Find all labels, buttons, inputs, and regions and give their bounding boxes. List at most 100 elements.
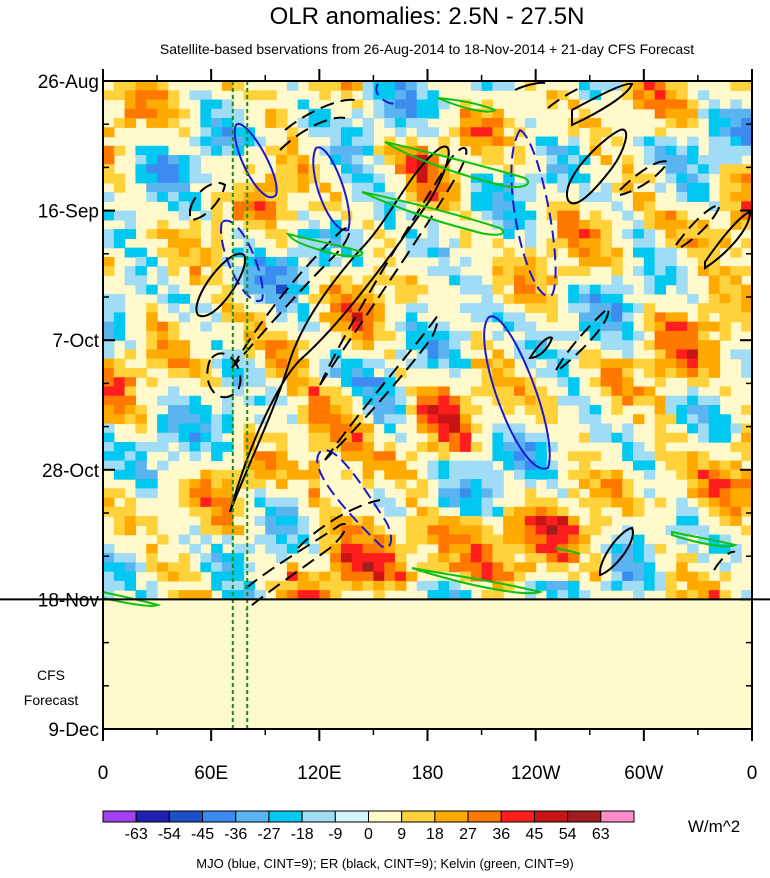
anomaly-cell <box>232 266 245 276</box>
anomaly-cell <box>697 377 710 388</box>
anomaly-cell <box>589 284 602 295</box>
anomaly-cell <box>622 451 634 462</box>
anomaly-cell <box>524 118 537 128</box>
anomaly-cell <box>330 423 342 434</box>
anomaly-cell <box>286 155 299 165</box>
anomaly-cell <box>611 81 623 91</box>
mjo-contour <box>483 315 551 470</box>
anomaly-cell <box>308 247 320 258</box>
anomaly-cell <box>676 469 688 480</box>
anomaly-cell <box>167 571 180 582</box>
anomaly-cell <box>438 201 450 212</box>
anomaly-cell <box>373 580 385 591</box>
anomaly-cell <box>481 182 493 193</box>
er-contour <box>675 203 722 251</box>
anomaly-cell <box>254 469 266 480</box>
anomaly-cell <box>719 136 731 147</box>
anomaly-cell <box>708 275 721 286</box>
anomaly-cell <box>416 238 429 249</box>
anomaly-cell <box>470 469 483 480</box>
anomaly-cell <box>719 543 731 554</box>
anomaly-cell <box>200 534 212 545</box>
anomaly-cell <box>578 534 591 545</box>
anomaly-cell <box>438 442 450 452</box>
anomaly-cell <box>438 534 450 545</box>
anomaly-cell <box>503 321 515 332</box>
anomaly-cell <box>340 423 353 434</box>
anomaly-cell <box>211 497 223 508</box>
anomaly-cell <box>232 590 245 600</box>
anomaly-cell <box>103 145 115 156</box>
anomaly-cell <box>330 571 342 582</box>
anomaly-cell <box>211 312 223 323</box>
anomaly-cell <box>113 293 126 304</box>
anomaly-cell <box>178 210 191 221</box>
anomaly-cell <box>697 405 710 415</box>
anomaly-cell <box>481 590 493 600</box>
anomaly-cell <box>546 562 558 573</box>
anomaly-cell <box>362 516 375 526</box>
anomaly-cell <box>654 414 667 425</box>
anomaly-cell <box>232 580 245 591</box>
forecast-region <box>103 599 752 729</box>
anomaly-cell <box>308 460 320 471</box>
anomaly-cell <box>178 201 191 212</box>
anomaly-cell <box>373 460 385 471</box>
anomaly-cell <box>167 247 180 258</box>
anomaly-cell <box>189 571 201 582</box>
anomaly-cell <box>340 275 353 286</box>
anomaly-cell <box>578 321 591 332</box>
anomaly-cell <box>103 164 115 175</box>
anomaly-cell <box>633 173 645 184</box>
anomaly-cell <box>384 414 396 425</box>
anomaly-cell <box>676 525 688 536</box>
anomaly-cell <box>578 182 591 193</box>
anomaly-cell <box>362 377 375 388</box>
anomaly-cell <box>330 145 342 156</box>
anomaly-cell <box>189 479 201 489</box>
anomaly-cell <box>146 81 158 91</box>
anomaly-cell <box>492 506 504 517</box>
anomaly-cell <box>741 118 752 128</box>
anomaly-cell <box>384 469 396 480</box>
anomaly-cell <box>135 256 147 267</box>
anomaly-cell <box>276 238 288 249</box>
anomaly-cell <box>103 395 115 406</box>
anomaly-cell <box>643 553 656 563</box>
anomaly-cell <box>103 330 115 341</box>
anomaly-cell <box>124 571 137 582</box>
anomaly-cell <box>459 229 472 239</box>
anomaly-cell <box>384 580 396 591</box>
chart-subtitle: Satellite-based bservations from 26-Aug-… <box>160 41 694 57</box>
anomaly-cell <box>395 201 407 212</box>
anomaly-cell <box>719 506 731 517</box>
anomaly-cell <box>135 488 147 499</box>
anomaly-cell <box>427 386 439 397</box>
anomaly-cell <box>243 432 256 443</box>
anomaly-cell <box>676 229 688 239</box>
anomaly-cell <box>524 284 537 295</box>
anomaly-cell <box>384 192 396 202</box>
anomaly-cell <box>405 247 418 258</box>
anomaly-cell <box>362 275 375 286</box>
anomaly-cell <box>546 367 558 378</box>
kelvin-contour <box>671 530 738 548</box>
anomaly-cell <box>124 442 137 452</box>
anomaly-cell <box>470 284 483 295</box>
anomaly-cell <box>319 284 331 295</box>
anomaly-cell <box>503 229 515 239</box>
anomaly-cell <box>297 571 310 582</box>
anomaly-cell <box>395 108 407 119</box>
anomaly-cell <box>481 340 493 351</box>
anomaly-cell <box>622 303 634 314</box>
anomaly-cell <box>276 108 288 119</box>
anomaly-cell <box>351 358 364 369</box>
anomaly-cell <box>654 377 667 388</box>
anomaly-cell <box>340 358 353 369</box>
anomaly-cell <box>200 506 212 517</box>
anomaly-cell <box>568 516 580 526</box>
anomaly-cell <box>319 229 331 239</box>
anomaly-cell <box>741 451 752 462</box>
anomaly-cell <box>730 164 742 175</box>
anomaly-cell <box>741 238 752 249</box>
